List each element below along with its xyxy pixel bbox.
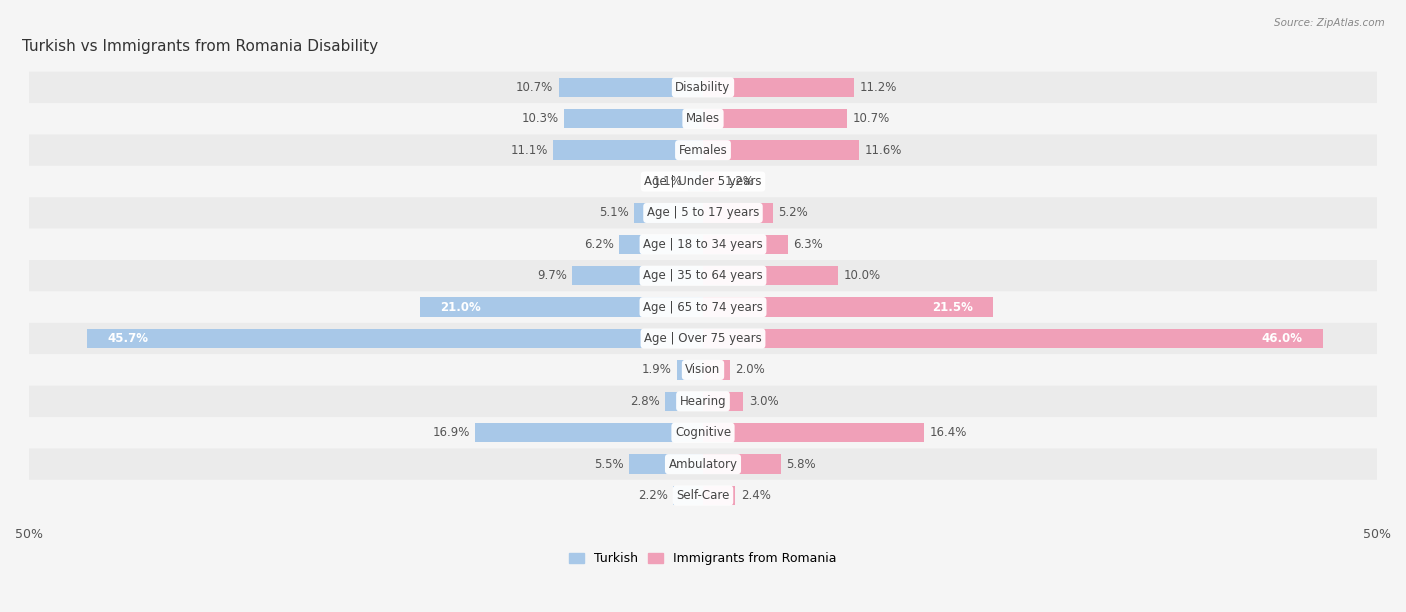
Bar [688,172,703,192]
Text: Age | 18 to 34 years: Age | 18 to 34 years [643,238,763,251]
FancyBboxPatch shape [30,197,1376,229]
Text: 1.2%: 1.2% [724,175,755,188]
Bar [620,234,703,254]
Text: 1.1%: 1.1% [652,175,683,188]
Legend: Turkish, Immigrants from Romania: Turkish, Immigrants from Romania [564,547,842,570]
Text: 5.5%: 5.5% [593,458,623,471]
Bar [87,329,703,348]
FancyBboxPatch shape [30,291,1376,323]
Text: Cognitive: Cognitive [675,426,731,439]
FancyBboxPatch shape [30,135,1376,166]
Text: 5.2%: 5.2% [779,206,808,220]
Bar [703,234,787,254]
Bar [475,423,703,442]
Text: 45.7%: 45.7% [107,332,148,345]
FancyBboxPatch shape [30,480,1376,511]
Bar [703,360,730,379]
Text: 11.1%: 11.1% [510,144,548,157]
Text: 46.0%: 46.0% [1261,332,1303,345]
Text: Age | Over 75 years: Age | Over 75 years [644,332,762,345]
Text: Self-Care: Self-Care [676,489,730,502]
Text: Age | 5 to 17 years: Age | 5 to 17 years [647,206,759,220]
Text: 2.2%: 2.2% [638,489,668,502]
Bar [673,486,703,506]
Text: Males: Males [686,112,720,125]
Bar [703,203,773,223]
Text: 2.0%: 2.0% [735,364,765,376]
Text: 2.4%: 2.4% [741,489,770,502]
Text: 11.6%: 11.6% [865,144,903,157]
Text: 10.0%: 10.0% [844,269,880,282]
Bar [703,297,993,317]
Text: 10.3%: 10.3% [522,112,558,125]
Bar [703,423,924,442]
Text: 16.9%: 16.9% [433,426,470,439]
Bar [703,329,1323,348]
FancyBboxPatch shape [30,260,1376,291]
Bar [703,486,735,506]
Text: Disability: Disability [675,81,731,94]
Text: Hearing: Hearing [679,395,727,408]
Text: 11.2%: 11.2% [859,81,897,94]
FancyBboxPatch shape [30,72,1376,103]
Bar [678,360,703,379]
Text: Vision: Vision [685,364,721,376]
Text: 1.9%: 1.9% [643,364,672,376]
Bar [420,297,703,317]
Bar [564,109,703,129]
Bar [554,140,703,160]
Text: Source: ZipAtlas.com: Source: ZipAtlas.com [1274,18,1385,28]
Bar [703,109,848,129]
FancyBboxPatch shape [30,354,1376,386]
Text: 16.4%: 16.4% [929,426,967,439]
FancyBboxPatch shape [30,323,1376,354]
Text: 5.1%: 5.1% [599,206,628,220]
FancyBboxPatch shape [30,386,1376,417]
Text: 6.2%: 6.2% [583,238,614,251]
FancyBboxPatch shape [30,229,1376,260]
Text: 9.7%: 9.7% [537,269,567,282]
Bar [703,392,744,411]
FancyBboxPatch shape [30,449,1376,480]
Text: Age | Under 5 years: Age | Under 5 years [644,175,762,188]
Bar [703,454,782,474]
Bar [703,78,853,97]
Text: 10.7%: 10.7% [852,112,890,125]
Text: 6.3%: 6.3% [793,238,823,251]
Text: 2.8%: 2.8% [630,395,659,408]
Text: 5.8%: 5.8% [786,458,817,471]
Text: Ambulatory: Ambulatory [668,458,738,471]
Bar [703,172,720,192]
Text: 10.7%: 10.7% [516,81,554,94]
FancyBboxPatch shape [30,103,1376,135]
Bar [558,78,703,97]
Bar [703,266,838,285]
Text: Turkish vs Immigrants from Romania Disability: Turkish vs Immigrants from Romania Disab… [22,40,378,54]
Text: Age | 35 to 64 years: Age | 35 to 64 years [643,269,763,282]
Bar [703,140,859,160]
Text: Females: Females [679,144,727,157]
Bar [634,203,703,223]
Bar [665,392,703,411]
Text: 21.5%: 21.5% [932,300,973,313]
Text: 3.0%: 3.0% [749,395,779,408]
Text: Age | 65 to 74 years: Age | 65 to 74 years [643,300,763,313]
FancyBboxPatch shape [30,417,1376,449]
Bar [628,454,703,474]
Bar [572,266,703,285]
Text: 21.0%: 21.0% [440,300,481,313]
FancyBboxPatch shape [30,166,1376,197]
